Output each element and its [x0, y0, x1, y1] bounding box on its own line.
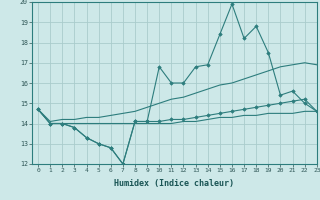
X-axis label: Humidex (Indice chaleur): Humidex (Indice chaleur) — [115, 179, 234, 188]
